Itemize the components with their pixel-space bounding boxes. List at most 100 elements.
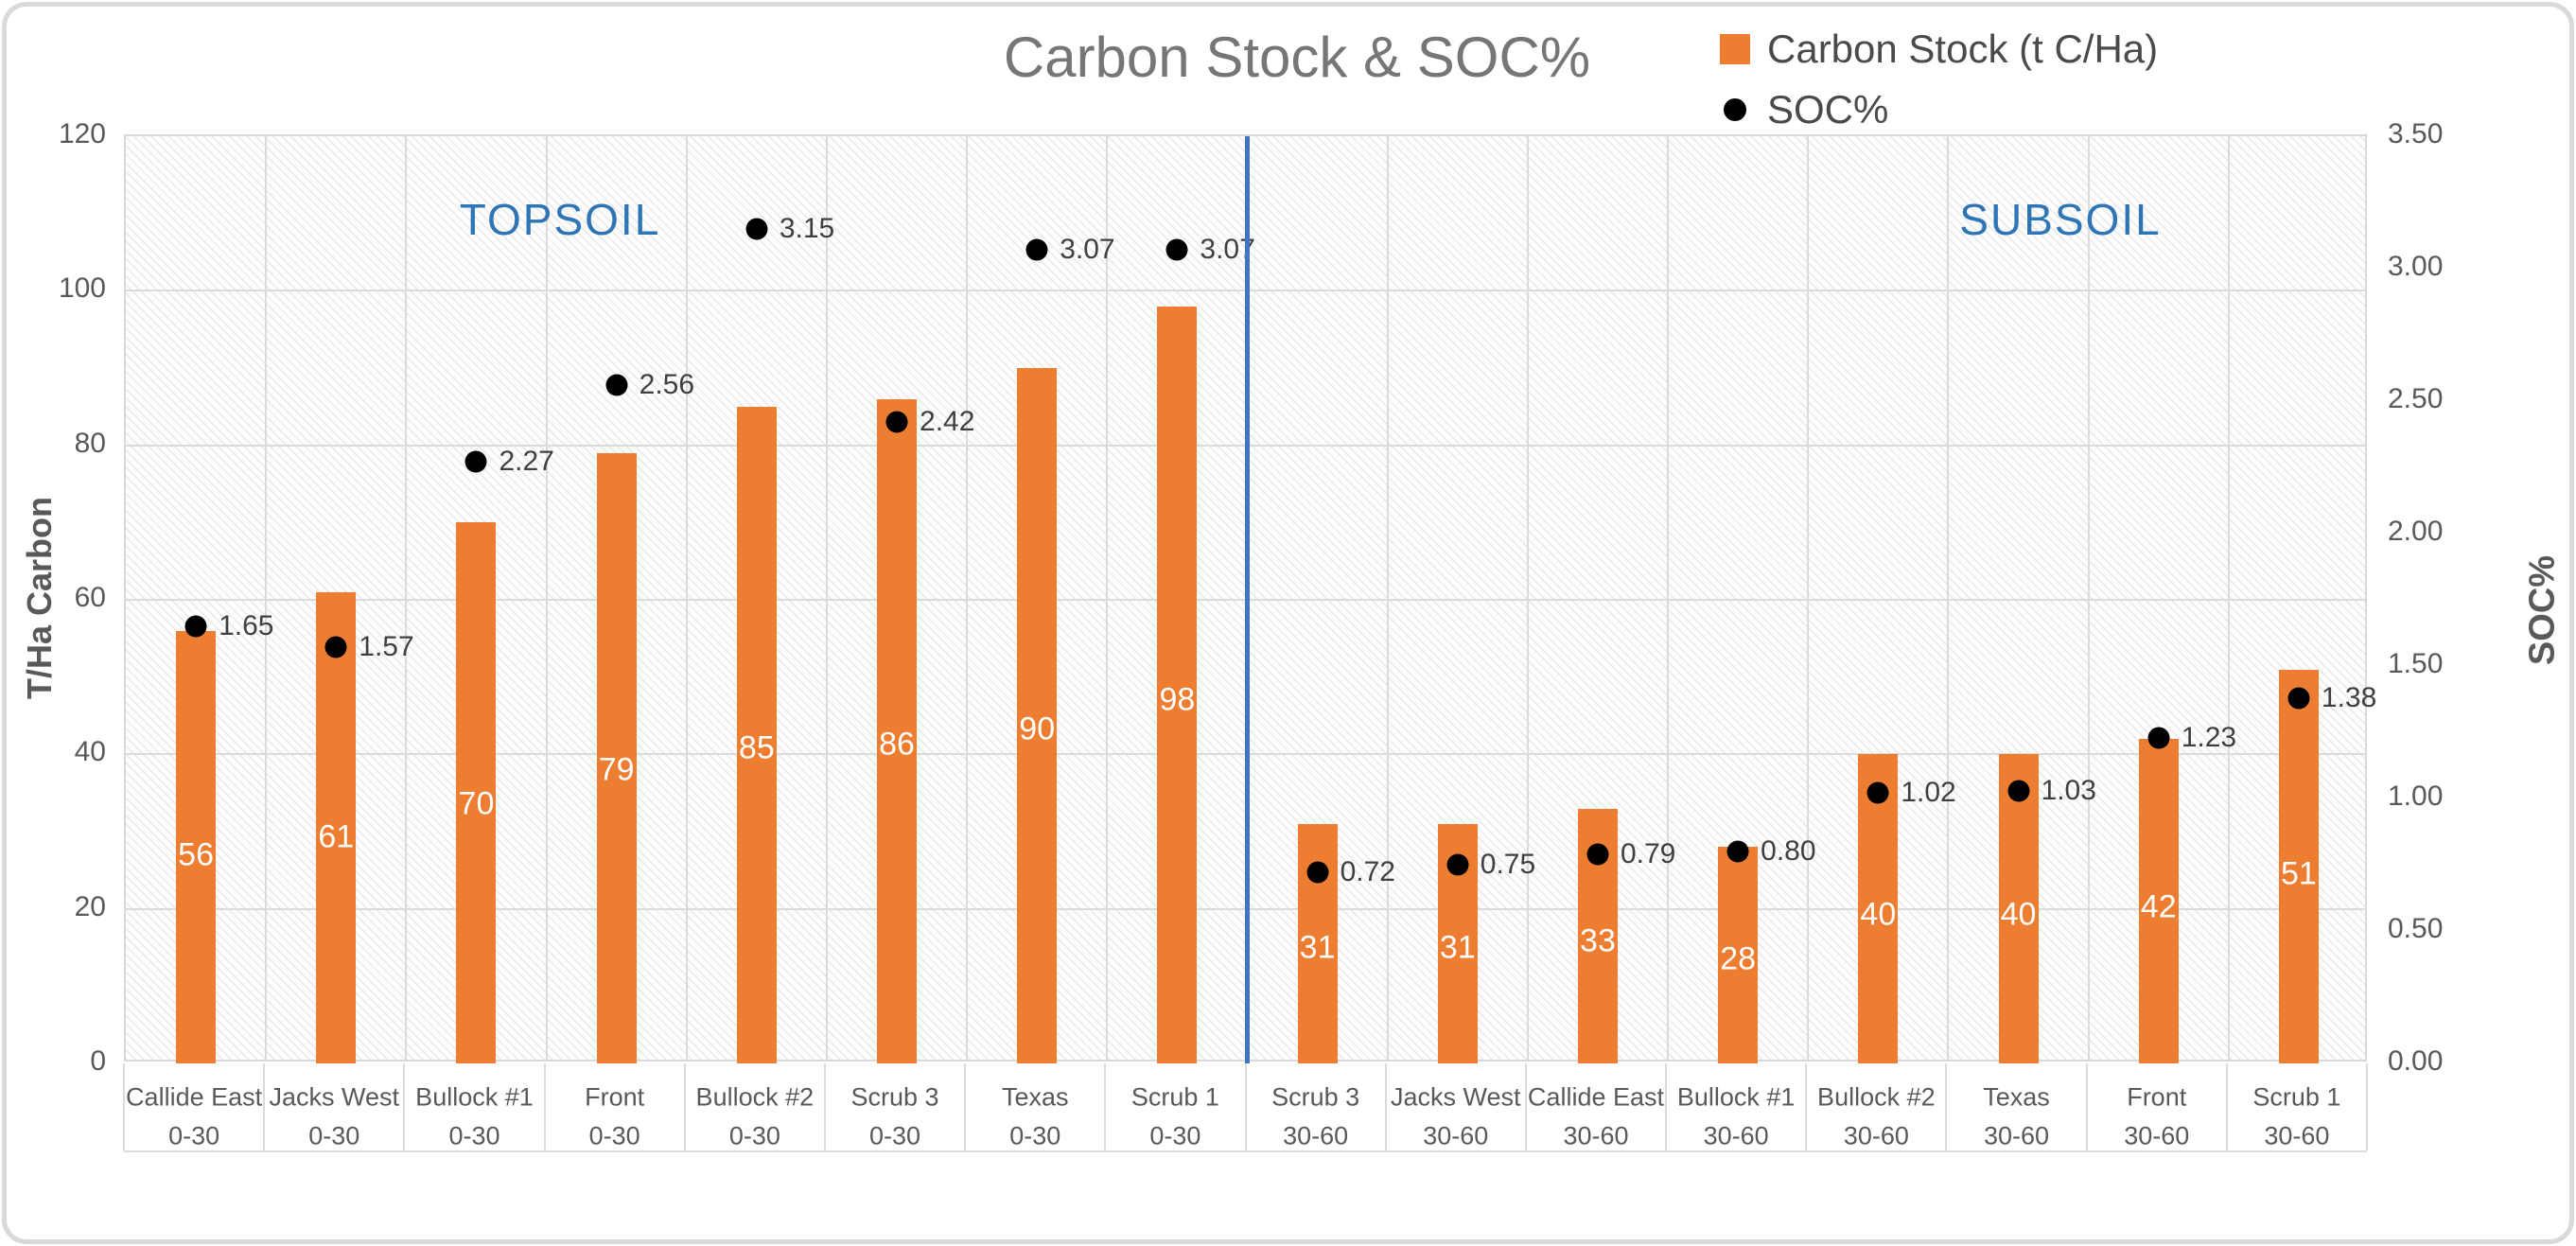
- category-depth-label: 30-60: [1984, 1121, 2050, 1150]
- soc-value-label: 2.56: [639, 369, 695, 401]
- bar: [877, 398, 918, 1063]
- category-separator: [403, 1063, 406, 1150]
- category-depth-label: 30-60: [1563, 1121, 1629, 1150]
- category-site-label: Texas: [1983, 1082, 2050, 1112]
- soc-value-label: 3.15: [779, 213, 835, 244]
- category-separator: [964, 1063, 967, 1150]
- soc-value-label: 0.72: [1340, 856, 1395, 888]
- category-site-label: Texas: [1001, 1082, 1069, 1112]
- soc-value-label: 1.57: [359, 631, 414, 663]
- soc-value-label: 1.65: [219, 610, 274, 641]
- left-axis-tick-label: 80: [74, 427, 106, 459]
- legend-label-soc: SOC%: [1767, 87, 1889, 132]
- category-separator: [543, 1063, 546, 1150]
- soc-data-point: [1025, 238, 1048, 261]
- category-separator: [123, 1063, 125, 1150]
- legend-label-carbon-stock: Carbon Stock (t C/Ha): [1767, 26, 2159, 71]
- soc-data-point: [1586, 843, 1609, 866]
- category-site-label: Scrub 1: [2252, 1082, 2341, 1112]
- category-depth-label: 0-30: [728, 1121, 780, 1150]
- legend-item-carbon-stock: Carbon Stock (t C/Ha): [1720, 26, 2158, 72]
- bar-value-label: 56: [178, 836, 215, 873]
- soc-data-point: [2147, 727, 2170, 749]
- gridline-vertical: [1106, 136, 1109, 1060]
- category-depth-label: 30-60: [2124, 1121, 2190, 1150]
- category-site-label: Jacks West: [1391, 1082, 1521, 1112]
- category-separator: [1945, 1063, 1948, 1150]
- bar: [176, 630, 217, 1063]
- left-axis-tick-label: 20: [74, 890, 106, 922]
- gridline-vertical: [545, 136, 548, 1060]
- bar-value-label: 31: [1439, 929, 1476, 966]
- category-site-label: Scrub 3: [850, 1082, 939, 1112]
- bar-value-label: 85: [738, 729, 775, 766]
- category-separator: [1805, 1063, 1808, 1150]
- right-axis-tick-label: 0.00: [2388, 1045, 2444, 1077]
- soc-value-label: 1.03: [2041, 774, 2096, 806]
- soc-data-point: [324, 636, 347, 658]
- soc-data-point: [2287, 687, 2310, 710]
- category-separator: [683, 1063, 686, 1150]
- soc-value-label: 1.02: [1901, 777, 1956, 809]
- category-separator: [1665, 1063, 1668, 1150]
- soc-data-point: [885, 411, 908, 433]
- category-depth-label: 0-30: [869, 1121, 921, 1150]
- category-site-label: Callide East: [1527, 1082, 1665, 1112]
- category-separator: [2366, 1063, 2368, 1150]
- category-depth-label: 30-60: [1283, 1121, 1349, 1150]
- bar: [456, 522, 497, 1063]
- soc-value-label: 1.38: [2321, 681, 2377, 713]
- category-depth-label: 30-60: [1703, 1121, 1769, 1150]
- soc-data-point: [184, 615, 207, 638]
- category-site-label: Bullock #2: [1817, 1082, 1936, 1112]
- soc-data-point: [1726, 840, 1749, 863]
- left-axis-tick-label: 60: [74, 582, 106, 613]
- bar-value-label: 28: [1720, 940, 1757, 977]
- category-site-label: Front: [585, 1082, 645, 1112]
- soc-value-label: 0.75: [1480, 849, 1536, 880]
- bar: [316, 591, 357, 1063]
- left-axis-tick-label: 120: [58, 118, 106, 149]
- soc-value-label: 1.23: [2181, 721, 2237, 753]
- bar: [1998, 754, 2039, 1063]
- soc-value-label: 2.27: [499, 446, 554, 478]
- bar: [736, 406, 777, 1063]
- bar-value-label: 51: [2280, 855, 2317, 892]
- category-site-label: Bullock #2: [695, 1082, 815, 1112]
- bar-value-label: 40: [1860, 896, 1897, 933]
- gridline-vertical: [1526, 136, 1529, 1060]
- section-label-subsoil: SUBSOIL: [1959, 195, 2162, 244]
- bar: [1017, 368, 1058, 1063]
- category-depth-label: 0-30: [448, 1121, 500, 1150]
- category-depth-label: 0-30: [168, 1121, 220, 1150]
- gridline-vertical: [265, 136, 268, 1060]
- category-separator: [1524, 1063, 1527, 1150]
- category-depth-label: 0-30: [588, 1121, 640, 1150]
- bar: [1157, 306, 1198, 1063]
- soc-data-point: [1866, 781, 1889, 804]
- soc-data-point: [605, 374, 628, 396]
- category-site-label: Bullock #1: [415, 1082, 534, 1112]
- bar-value-label: 98: [1159, 681, 1196, 718]
- category-separator: [2085, 1063, 2088, 1150]
- right-axis-tick-label: 3.50: [2388, 118, 2444, 149]
- gridline-vertical: [1667, 136, 1670, 1060]
- soc-value-label: 0.80: [1761, 835, 1816, 867]
- bar-value-label: 61: [318, 818, 355, 855]
- category-site-label: Scrub 3: [1271, 1082, 1360, 1112]
- gridline-vertical: [1947, 136, 1950, 1060]
- gridline-vertical: [1386, 136, 1389, 1060]
- gridline-vertical: [2087, 136, 2090, 1060]
- gridline-vertical: [966, 136, 969, 1060]
- soc-data-point: [1165, 238, 1188, 261]
- bar: [2278, 669, 2319, 1063]
- scatter-series-dot-icon: [1724, 98, 1746, 121]
- category-site-label: Front: [2127, 1082, 2187, 1112]
- soc-value-label: 0.79: [1620, 837, 1676, 869]
- bar-series-swatch-icon: [1720, 34, 1750, 64]
- bar: [1858, 754, 1899, 1063]
- bar: [596, 452, 637, 1063]
- bar-value-label: 79: [598, 751, 635, 788]
- bar: [2138, 739, 2179, 1063]
